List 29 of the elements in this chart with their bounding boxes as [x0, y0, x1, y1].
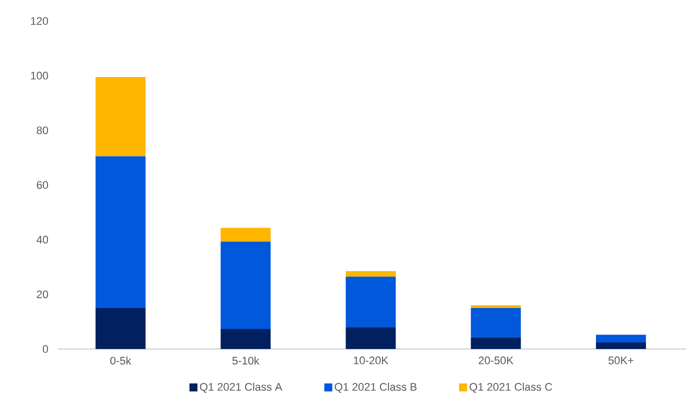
- bar: [470, 305, 521, 308]
- x-tick-label: 20-50K: [478, 356, 514, 364]
- bar: [346, 327, 396, 349]
- y-tick-label: 0: [42, 345, 48, 353]
- legend-label: Q1 2021 Class A: [200, 382, 282, 393]
- bar: [470, 337, 521, 349]
- bar: [346, 271, 396, 277]
- y-tick-label: 40: [36, 236, 48, 244]
- x-tick-label: 0-5k: [110, 356, 132, 365]
- x-tick-label: 5-10k: [232, 356, 260, 365]
- legend-label: Q1 2021 Class C: [470, 382, 552, 393]
- y-tick-label: 80: [36, 126, 48, 134]
- y-tick-label: 100: [31, 72, 48, 80]
- legend-label: Q1 2021 Class B: [334, 382, 417, 393]
- bar: [96, 77, 146, 156]
- x-tick-label: 10-20K: [354, 356, 388, 364]
- bar: [96, 156, 146, 308]
- bar: [96, 308, 146, 349]
- bar: [346, 276, 396, 328]
- y-tick-label: 120: [31, 17, 48, 25]
- x-tick-label: 50K+: [608, 356, 634, 364]
- bar: [596, 334, 646, 342]
- y-tick-label: 20: [36, 290, 48, 298]
- bar: [220, 242, 271, 330]
- y-tick-label: 60: [36, 181, 48, 189]
- bar: [220, 329, 271, 349]
- bar: [220, 228, 271, 242]
- bar: [470, 308, 521, 338]
- bar: [596, 342, 646, 349]
